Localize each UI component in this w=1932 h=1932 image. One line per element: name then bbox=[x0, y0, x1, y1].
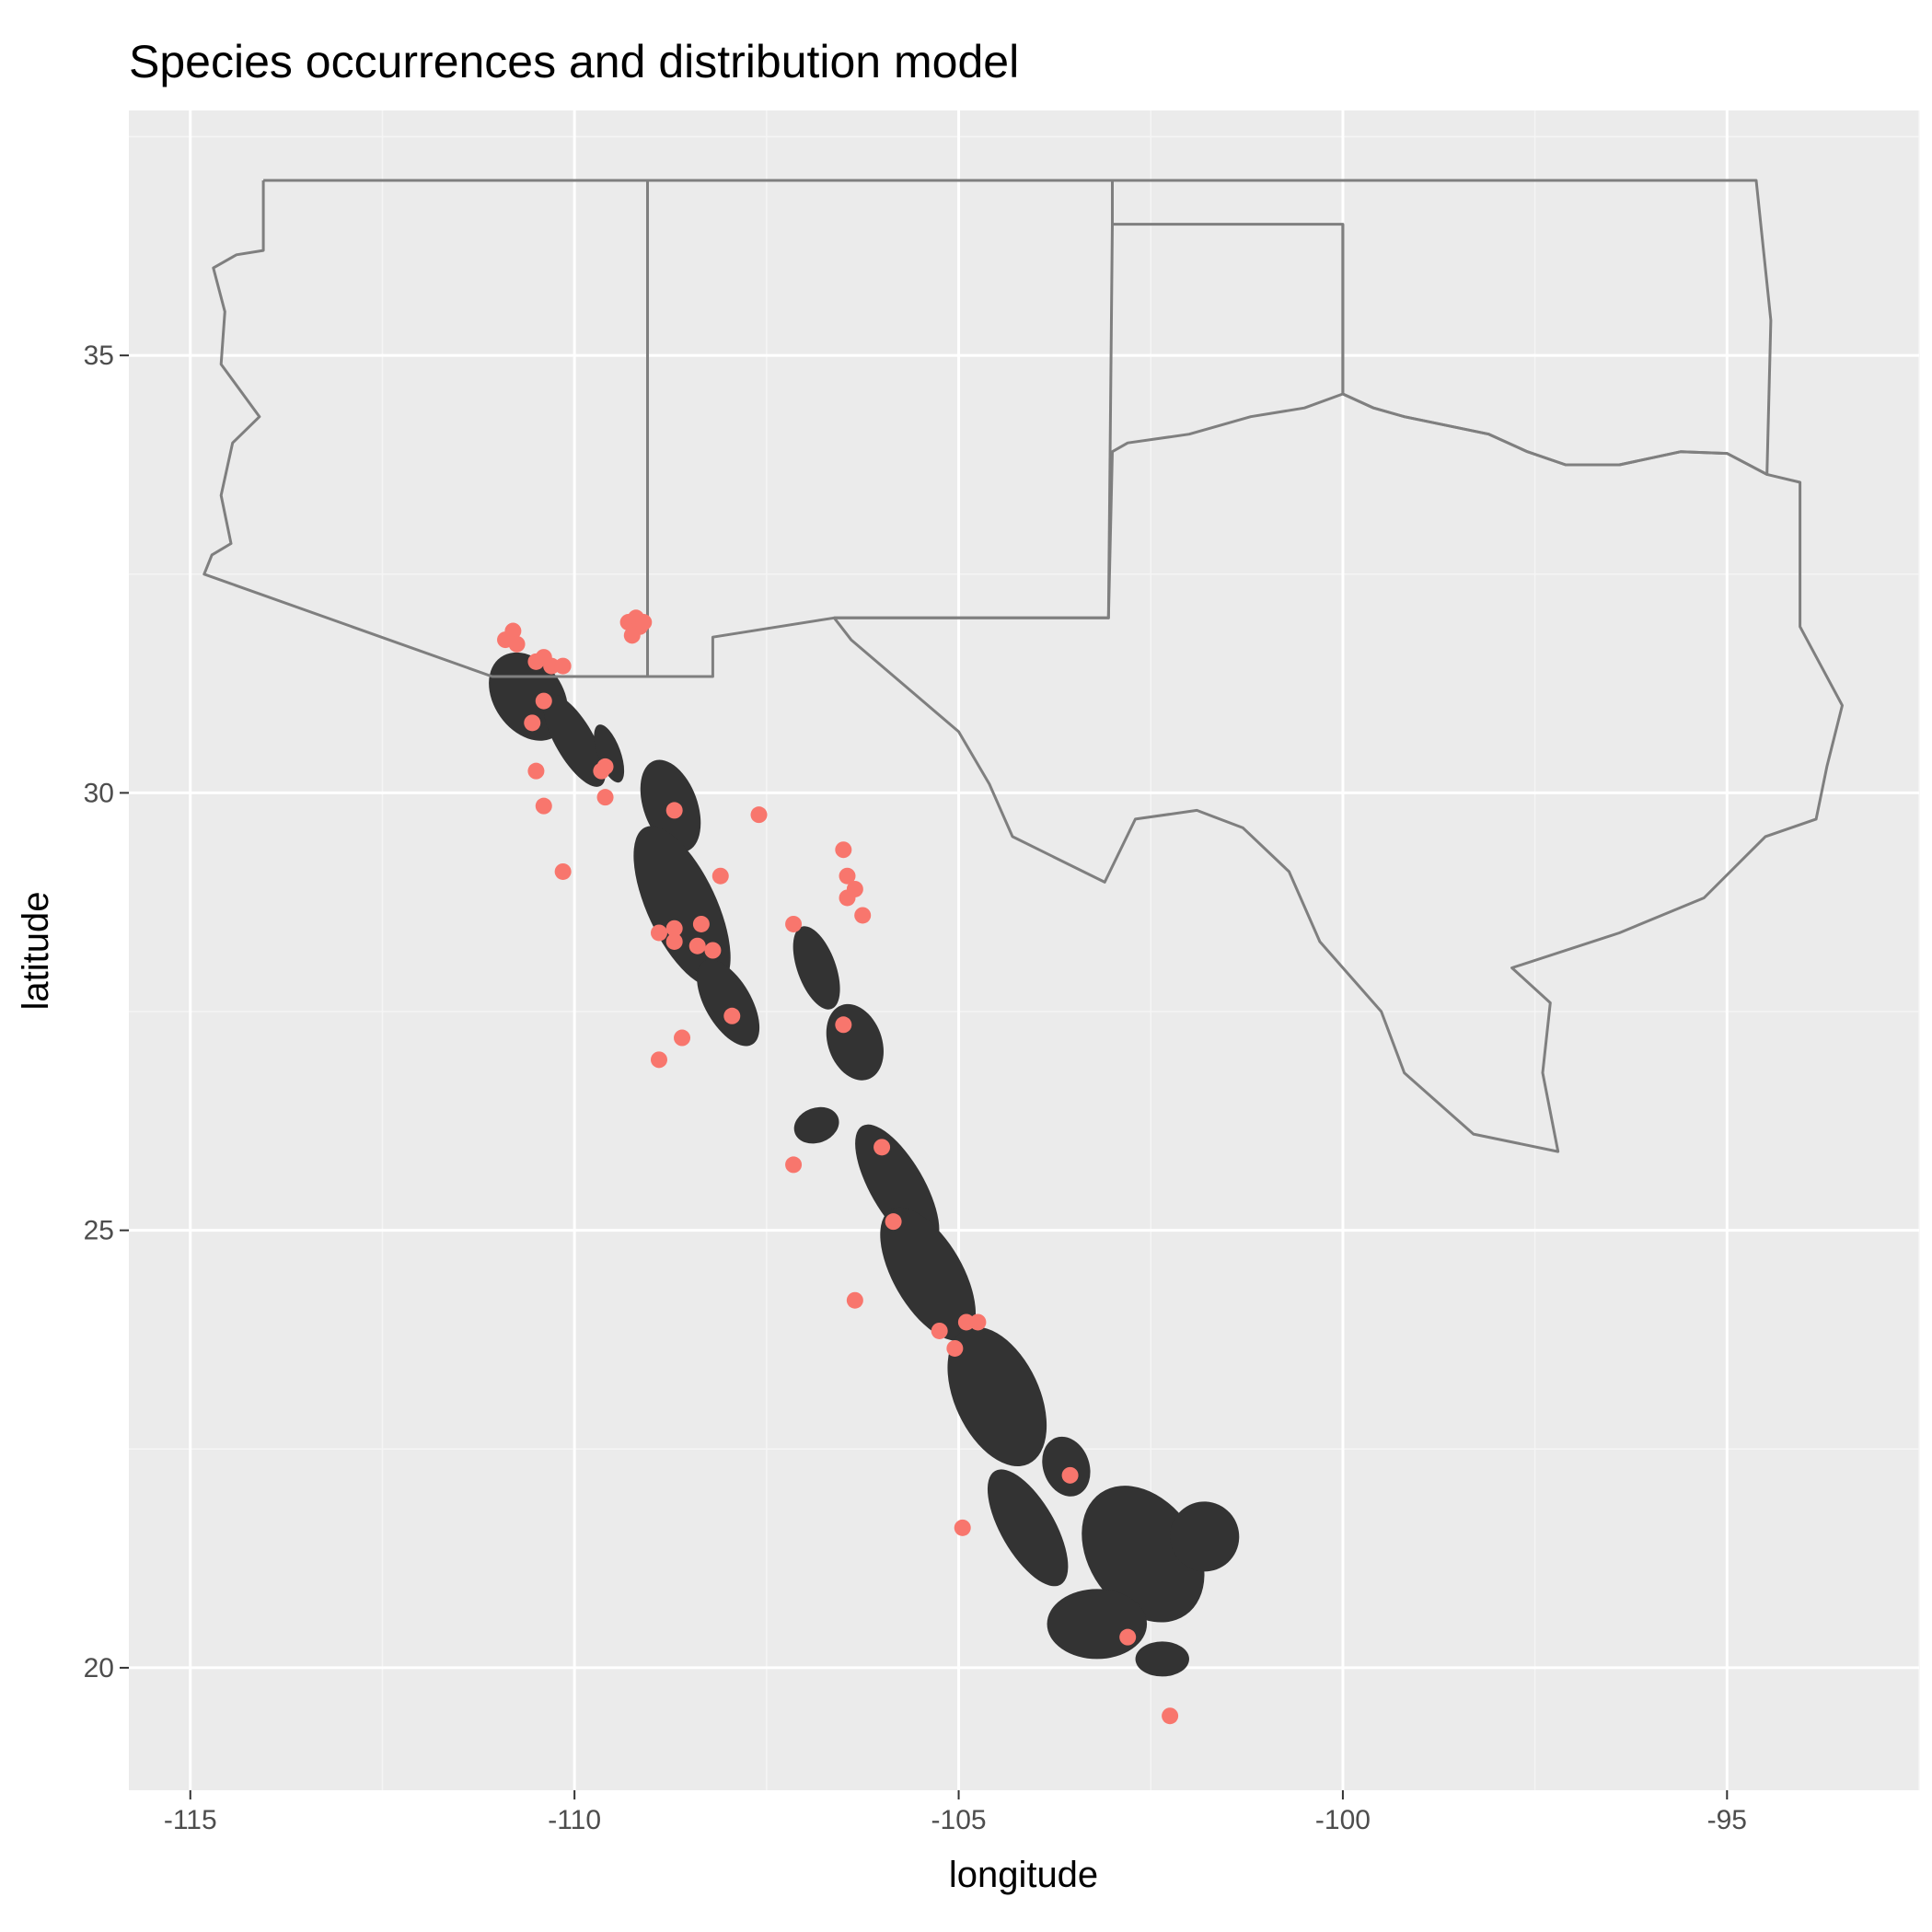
occurrence-point bbox=[665, 932, 683, 950]
occurrence-point bbox=[785, 1156, 803, 1174]
occurrence-point bbox=[711, 867, 729, 885]
occurrence-point bbox=[835, 841, 852, 859]
occurrence-point bbox=[554, 862, 572, 880]
occurrence-point bbox=[674, 1029, 691, 1047]
x-tick-label: -95 bbox=[1707, 1805, 1747, 1835]
occurrence-point bbox=[835, 1016, 852, 1034]
occurrence-point bbox=[885, 1213, 902, 1231]
model-cell-cluster bbox=[1047, 1589, 1148, 1660]
occurrence-point bbox=[527, 762, 545, 780]
x-axis: -115 -110 -105 -100 -95 bbox=[164, 1790, 1747, 1835]
occurrence-point bbox=[650, 924, 667, 942]
y-tick-label: 20 bbox=[84, 1653, 114, 1683]
occurrence-point bbox=[954, 1519, 971, 1536]
y-axis-title: latitude bbox=[16, 892, 56, 1011]
state-boundary-texas bbox=[832, 224, 1844, 1153]
x-tick-label: -115 bbox=[164, 1805, 217, 1835]
occurrence-point bbox=[946, 1339, 964, 1357]
model-cell-cluster bbox=[792, 926, 840, 1010]
occurrence-point bbox=[665, 802, 683, 819]
occurrence-point bbox=[635, 614, 653, 631]
x-axis-title: longitude bbox=[949, 1855, 1098, 1895]
occurrence-point bbox=[750, 806, 768, 824]
occurrence-point bbox=[839, 867, 856, 885]
occurrence-point bbox=[596, 758, 614, 775]
occurrence-point bbox=[931, 1322, 948, 1339]
model-cell-cluster bbox=[1082, 1486, 1205, 1623]
x-tick-label: -105 bbox=[931, 1805, 987, 1835]
x-tick-label: -100 bbox=[1315, 1805, 1371, 1835]
occurrence-point bbox=[504, 622, 522, 640]
occurrence-point bbox=[969, 1313, 987, 1331]
occurrence-point bbox=[873, 1139, 891, 1156]
occurrence-point bbox=[535, 797, 552, 815]
occurrence-point bbox=[957, 1313, 975, 1331]
occurrence-point bbox=[543, 657, 561, 675]
distribution-model-layer bbox=[489, 652, 1240, 1677]
occurrence-point bbox=[650, 1051, 667, 1069]
occurrence-point bbox=[723, 1007, 741, 1024]
y-tick-label: 35 bbox=[84, 341, 114, 371]
occurrence-point bbox=[524, 714, 541, 732]
y-axis: 20 25 30 35 bbox=[84, 341, 129, 1683]
y-tick-label: 25 bbox=[84, 1216, 114, 1246]
occurrence-point bbox=[854, 907, 872, 924]
occurrence-point bbox=[1119, 1628, 1137, 1646]
state-boundaries-layer bbox=[202, 179, 1844, 1153]
occurrence-point bbox=[508, 635, 526, 653]
occurrence-point bbox=[704, 942, 722, 959]
major-grid bbox=[129, 110, 1919, 1790]
x-tick-label: -110 bbox=[548, 1805, 601, 1835]
model-cell-cluster bbox=[543, 693, 606, 787]
model-cell-cluster bbox=[697, 959, 760, 1047]
occurrence-point bbox=[688, 937, 706, 954]
state-boundary-arizona bbox=[202, 179, 649, 678]
occurrence-point bbox=[839, 889, 856, 907]
y-tick-label: 30 bbox=[84, 778, 114, 808]
occurrence-point bbox=[1061, 1466, 1079, 1484]
occurrence-point bbox=[1162, 1707, 1179, 1725]
model-cell-cluster bbox=[987, 1469, 1069, 1587]
occurrence-point bbox=[554, 657, 572, 675]
model-cell-cluster bbox=[793, 1106, 839, 1144]
occurrence-point bbox=[692, 915, 710, 932]
occurrence-point bbox=[846, 1291, 863, 1309]
model-cell-cluster bbox=[880, 1207, 977, 1341]
model-cell-cluster bbox=[1042, 1436, 1091, 1497]
model-cell-cluster bbox=[1135, 1641, 1189, 1677]
plot-title: Species occurrences and distribution mod… bbox=[129, 36, 1019, 87]
model-cell-cluster bbox=[947, 1326, 1047, 1467]
occurrence-point bbox=[596, 789, 614, 806]
occurrence-point bbox=[665, 920, 683, 937]
occurrence-point bbox=[785, 915, 803, 932]
occurrence-point bbox=[535, 692, 552, 710]
model-cell-cluster bbox=[594, 724, 625, 783]
occurrence-point bbox=[623, 627, 641, 644]
model-cell-cluster bbox=[1170, 1501, 1240, 1572]
occurrence-points-layer bbox=[497, 609, 1179, 1725]
